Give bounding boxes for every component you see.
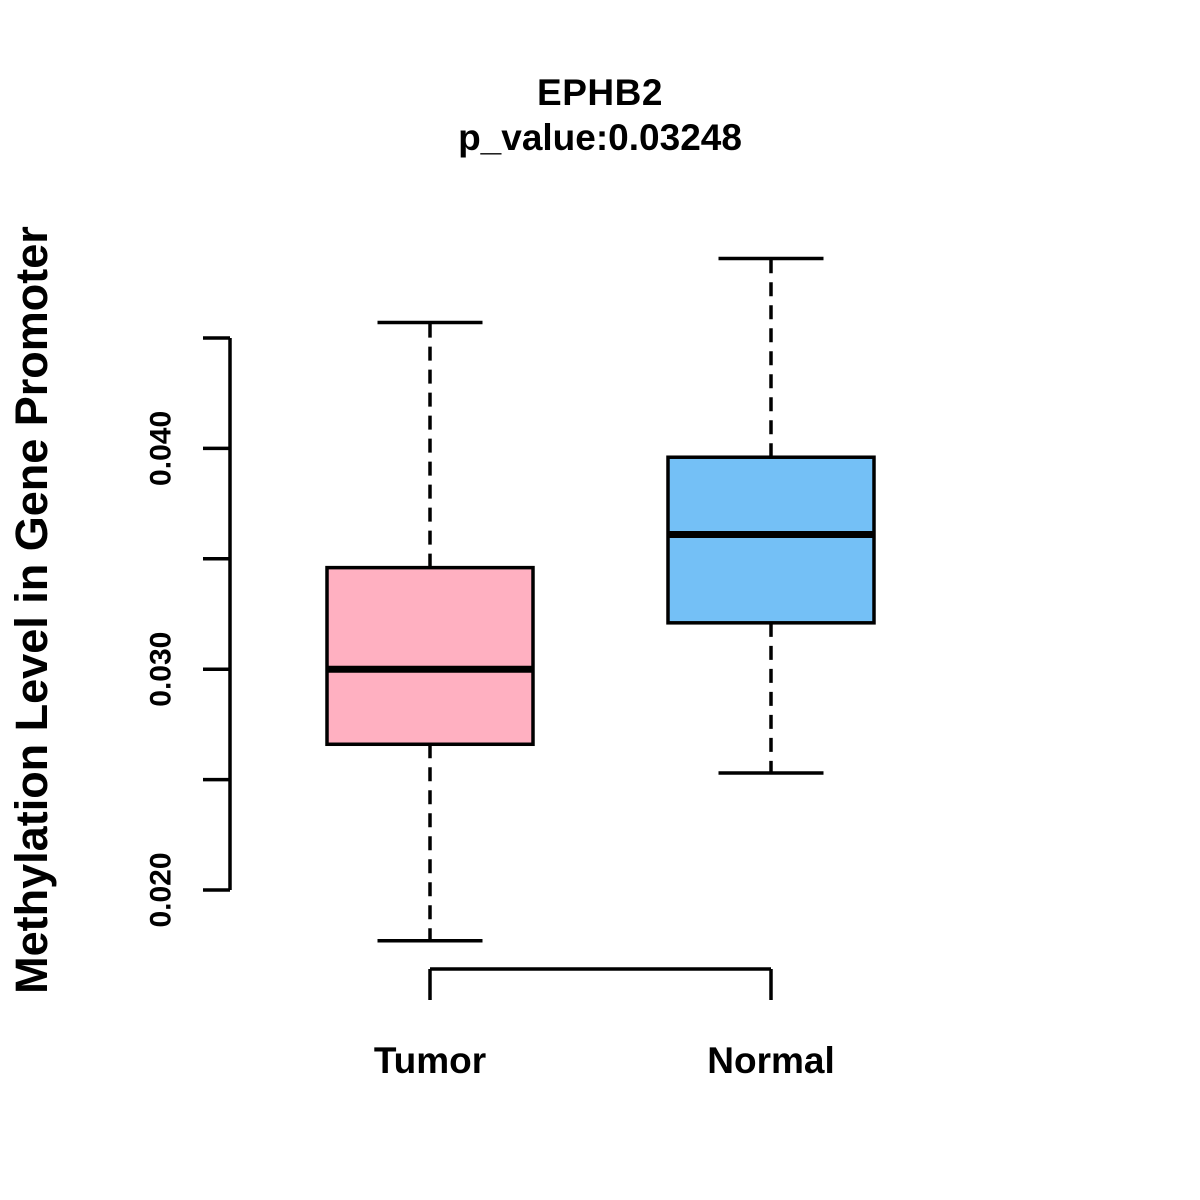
y-tick-label: 0.040 <box>145 411 178 486</box>
x-category-label: Tumor <box>374 1040 486 1081</box>
y-axis-title: Methylation Level in Gene Promoter <box>6 226 57 994</box>
x-category-label: Normal <box>707 1040 834 1081</box>
box-tumor <box>325 565 535 747</box>
chart-title: EPHB2 <box>537 72 663 113</box>
y-tick-label: 0.020 <box>145 852 178 927</box>
y-tick-label: 0.030 <box>145 632 178 707</box>
box-normal <box>666 455 876 625</box>
chart-subtitle: p_value:0.03248 <box>458 117 742 158</box>
